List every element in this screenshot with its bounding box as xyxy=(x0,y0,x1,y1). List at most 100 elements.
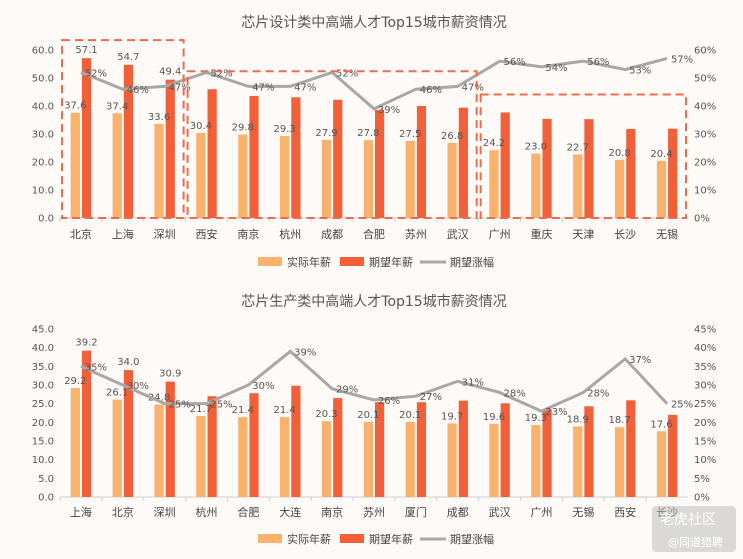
y-right-tick: 45% xyxy=(694,325,716,336)
line-point-label: 28% xyxy=(503,388,525,399)
y-left-tick: 5.0 xyxy=(38,474,54,485)
y-left-tick: 40.0 xyxy=(32,343,54,354)
y-right-tick: 35% xyxy=(694,362,716,373)
y-right-tick: 60% xyxy=(694,46,716,57)
bar-expected xyxy=(165,79,175,219)
bar-actual xyxy=(154,404,164,497)
bar-actual xyxy=(196,132,206,218)
bar-actual-label: 17.6 xyxy=(650,419,672,430)
bar-expected xyxy=(416,106,427,218)
bar-actual-label: 26.1 xyxy=(106,388,128,399)
category-label: 成都 xyxy=(321,228,343,241)
chart2-title: 芯片生产类中高端人才Top15城市薪资情况 xyxy=(241,293,506,310)
line-point-label: 29% xyxy=(336,385,358,396)
bar-actual xyxy=(238,134,248,218)
bar-actual xyxy=(363,140,373,218)
line-point-label: 35% xyxy=(85,362,107,373)
y-right-tick: 30% xyxy=(694,130,716,141)
y-left-tick: 15.0 xyxy=(32,437,54,448)
line-point-label: 39% xyxy=(294,347,316,358)
line-point-label: 28% xyxy=(587,388,609,399)
bar-actual xyxy=(614,159,625,218)
bar-actual xyxy=(112,399,122,497)
bar-actual xyxy=(405,421,415,497)
watermark: 老虎社区 @同道猎聘 xyxy=(652,506,736,552)
y-left-tick: 30.0 xyxy=(32,381,54,392)
line-point-label: 47% xyxy=(252,82,274,93)
line-point-label: 30% xyxy=(252,381,274,392)
bar-expected xyxy=(500,112,510,218)
line-point-label: 54% xyxy=(545,63,567,74)
legend-label-line: 期望涨幅 xyxy=(450,256,494,269)
bar-actual-label: 26.8 xyxy=(441,131,463,142)
watermark-line2: @同道猎聘 xyxy=(668,535,723,549)
bar-actual xyxy=(656,431,667,497)
legend-swatch-expected xyxy=(340,534,364,543)
bar-actual-label: 24.8 xyxy=(148,392,170,403)
category-label: 杭州 xyxy=(196,505,218,519)
y-right-tick: 25% xyxy=(694,399,716,410)
category-label: 南京 xyxy=(237,227,259,241)
y-left-tick: 50.0 xyxy=(32,74,54,85)
bar-expected xyxy=(375,402,385,497)
chart1-plot: 0.0 10.0 20.0 30.0 40.0 50.0 60.0 0% 10% 20% 30% 40… xyxy=(32,39,716,269)
line-expected-increase xyxy=(80,349,669,413)
category-label: 广州 xyxy=(489,228,511,241)
line-point-label: 25% xyxy=(210,400,232,411)
bar-expected-label: 39.2 xyxy=(75,338,97,349)
line-point-label: 30% xyxy=(127,381,149,392)
category-label: 上海 xyxy=(70,505,92,519)
bar-actual-label: 19.3 xyxy=(525,413,547,424)
category-label: 深圳 xyxy=(154,506,176,519)
category-label: 西安 xyxy=(614,505,636,519)
line-point-label: 39% xyxy=(378,105,400,116)
category-label: 重庆 xyxy=(530,227,552,241)
y-left-tick: 10.0 xyxy=(32,455,54,466)
bar-actual xyxy=(196,415,206,497)
bar-actual xyxy=(70,387,80,497)
legend-label-actual: 实际年薪 xyxy=(287,532,331,546)
bar-actual-label: 27.9 xyxy=(315,128,337,139)
y-left-tick: 10.0 xyxy=(32,186,54,197)
y-right-tick: 0% xyxy=(694,493,710,504)
line-point-label: 53% xyxy=(629,66,651,77)
legend-swatch-actual xyxy=(258,534,282,543)
line-point-label: 57% xyxy=(671,54,693,65)
highlight-box xyxy=(186,70,478,219)
bar-actual-label: 37.6 xyxy=(64,101,86,112)
line-point-label: 47% xyxy=(169,82,191,93)
bar-actual xyxy=(531,424,541,497)
bar-actual-label: 30.4 xyxy=(190,121,212,132)
bar-actual-label: 27.5 xyxy=(399,129,421,140)
category-label: 合肥 xyxy=(363,227,385,241)
bar-expected xyxy=(458,107,468,218)
y-right-tick: 40% xyxy=(694,102,716,113)
y-right-tick: 40% xyxy=(694,343,716,354)
bar-expected xyxy=(291,97,301,218)
line-point-label: 47% xyxy=(462,82,484,93)
bar-actual-label: 19.6 xyxy=(483,412,505,423)
category-label: 厦门 xyxy=(405,505,427,519)
legend-label-expected: 期望年薪 xyxy=(369,532,413,546)
bar-actual-label: 33.6 xyxy=(148,112,170,123)
bar-actual xyxy=(447,142,457,218)
line-point-label: 56% xyxy=(587,57,609,68)
bar-expected xyxy=(249,393,259,497)
bar-expected xyxy=(668,128,678,218)
bar-expected xyxy=(81,350,92,497)
bar-actual-label: 20.1 xyxy=(357,410,379,421)
y-left-tick: 20.0 xyxy=(32,158,54,169)
bar-actual-label: 22.7 xyxy=(567,142,589,153)
bar-actual xyxy=(321,421,332,497)
line-point-label: 37% xyxy=(629,355,651,366)
bar-expected xyxy=(81,58,92,219)
category-label: 苏州 xyxy=(405,228,427,241)
category-label: 西安 xyxy=(196,227,218,241)
category-label: 长沙 xyxy=(614,228,636,241)
bar-expected xyxy=(416,402,427,497)
y-right-tick: 10% xyxy=(694,186,716,197)
highlight-box xyxy=(479,93,687,219)
bar-actual xyxy=(531,153,541,218)
bar-actual xyxy=(573,426,583,497)
